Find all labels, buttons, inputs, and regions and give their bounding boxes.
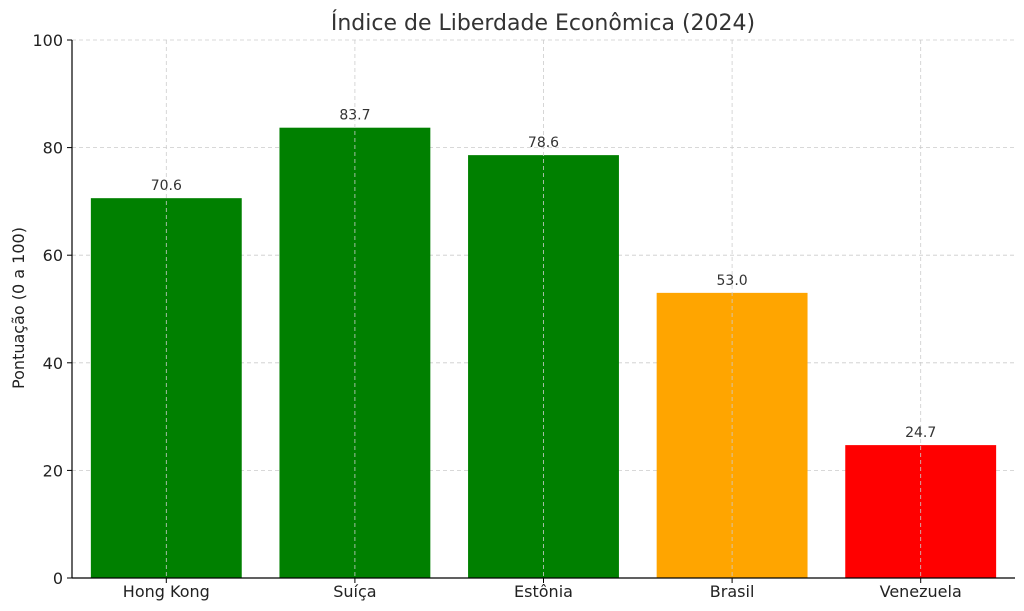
y-tick-label: 100: [32, 31, 63, 50]
chart-title: Índice de Liberdade Econômica (2024): [331, 10, 755, 36]
y-tick-label: 40: [43, 354, 63, 373]
x-tick-label: Hong Kong: [123, 582, 210, 601]
bar: [90, 198, 242, 578]
bar-value-label: 24.7: [905, 425, 936, 441]
x-tick-label: Suíça: [333, 582, 376, 601]
bar-value-label: 70.6: [151, 178, 182, 194]
bar-value-label: 78.6: [528, 135, 559, 151]
bar-value-label: 53.0: [717, 273, 748, 289]
axes: [67, 39, 1015, 583]
x-tick-label: Venezuela: [880, 582, 962, 601]
y-tick-label: 60: [43, 246, 63, 265]
y-tick-label: 80: [43, 139, 63, 158]
y-axis-label: Pontuação (0 a 100): [9, 227, 28, 389]
x-tick-label: Brasil: [710, 582, 755, 601]
bar-value-label: 83.7: [339, 108, 370, 124]
x-tick-label: Estônia: [514, 582, 573, 601]
tick-labels: 0 20 40 60 80 100 Hong Kong 70.6 Suíça 83.7 Estôni…: [32, 31, 961, 601]
y-tick-label: 20: [43, 461, 63, 480]
y-tick-label: 0: [53, 569, 63, 588]
